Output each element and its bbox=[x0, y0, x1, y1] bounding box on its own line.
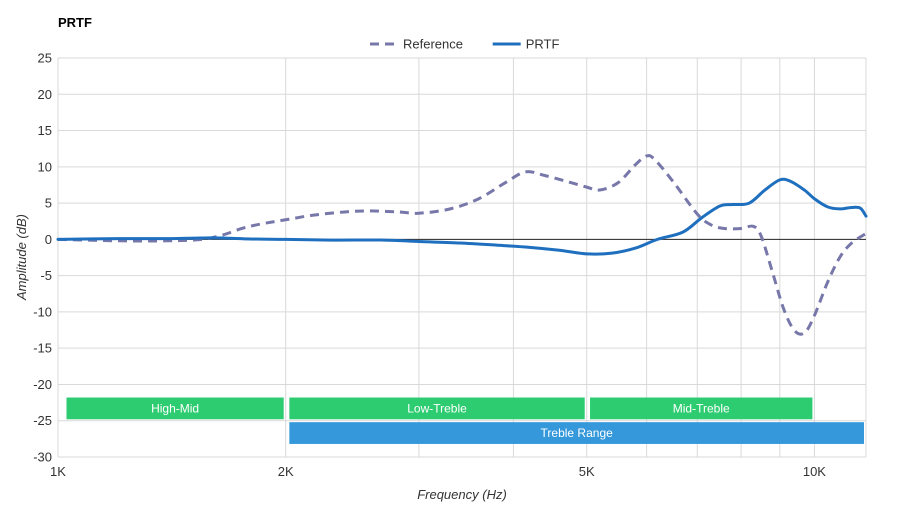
annotation-label: Mid-Treble bbox=[673, 401, 730, 415]
y-tick-label: -10 bbox=[33, 304, 52, 319]
x-axis-title: Frequency (Hz) bbox=[417, 487, 507, 502]
x-tick-label: 1K bbox=[50, 464, 66, 479]
grid bbox=[57, 57, 867, 458]
y-axis-title: Amplitude (dB) bbox=[14, 214, 29, 301]
series-group bbox=[56, 154, 868, 336]
y-tick-label: 15 bbox=[38, 123, 52, 138]
series-line-prtf bbox=[56, 177, 868, 256]
annotation-bands: High-Mid Low-Treble Mid-Treble Treble Range bbox=[66, 397, 864, 444]
annotation-band bbox=[289, 397, 585, 420]
y-tick-label: -30 bbox=[33, 450, 52, 465]
y-tick-label: 20 bbox=[38, 87, 52, 102]
y-tick-label: -25 bbox=[33, 413, 52, 428]
annotation-label: Low-Treble bbox=[407, 401, 467, 415]
y-tick-label: -20 bbox=[33, 377, 52, 392]
series-line-reference bbox=[57, 154, 867, 336]
y-tick-label: -5 bbox=[40, 268, 52, 283]
annotation-label: Treble Range bbox=[541, 426, 614, 440]
annotation-band bbox=[590, 397, 813, 420]
legend-label-reference: Reference bbox=[403, 37, 463, 52]
chart-title: PRTF bbox=[58, 15, 92, 30]
y-tick-label: 25 bbox=[38, 51, 52, 66]
y-tick-label: 10 bbox=[38, 159, 52, 174]
y-tick-label: -15 bbox=[33, 341, 52, 356]
legend-label-prtf: PRTF bbox=[526, 37, 560, 52]
annotation-band bbox=[289, 422, 864, 444]
legend: Reference PRTF bbox=[370, 37, 559, 52]
x-tick-label: 10K bbox=[803, 464, 826, 479]
annotation-label: High-Mid bbox=[151, 401, 199, 415]
x-tick-label: 2K bbox=[278, 464, 294, 479]
annotation-band bbox=[66, 397, 284, 420]
y-tick-label: 0 bbox=[45, 232, 52, 247]
y-tick-label: 5 bbox=[45, 196, 52, 211]
x-tick-label: 5K bbox=[579, 464, 595, 479]
